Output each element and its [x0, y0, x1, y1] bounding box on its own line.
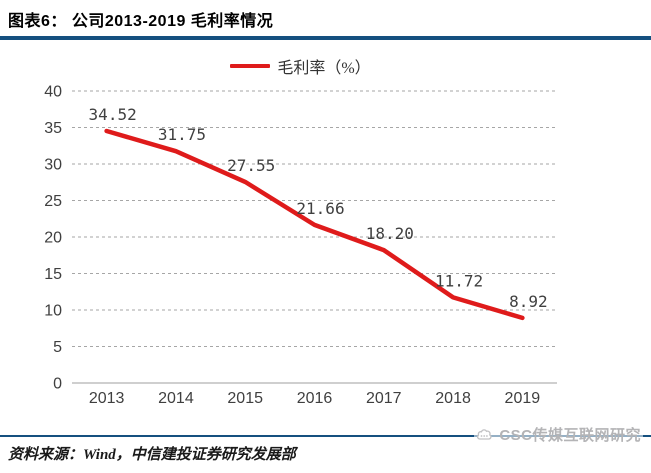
- csc-logo-icon: [477, 429, 492, 440]
- y-tick-label: 20: [44, 229, 62, 246]
- x-tick-label: 2016: [297, 390, 333, 407]
- series-line-gross-margin: [104, 128, 525, 320]
- legend-label: 毛利率（%）: [277, 59, 371, 77]
- x-tick-label: 2017: [366, 390, 402, 407]
- data-label: 34.52: [89, 105, 137, 124]
- y-tick-label: 30: [44, 156, 62, 173]
- chart-legend: 毛利率（%）: [0, 56, 626, 77]
- y-tick-label: 15: [44, 266, 62, 283]
- data-label: 8.92: [509, 291, 548, 310]
- figure-title: 图表6： 公司2013-2019 毛利率情况: [8, 13, 274, 30]
- y-tick-label: 0: [53, 375, 62, 392]
- data-label: 18.20: [366, 224, 414, 243]
- y-tick-label: 25: [44, 193, 62, 210]
- y-axis-labels: 0 5 10 15 20 25 30 35 40: [44, 83, 62, 392]
- gross-margin-line-chart: 0 5 10 15 20 25 30 35 40 2013 2014 2015 2016 2017 2018…: [44, 83, 557, 407]
- footer-divider: [0, 434, 651, 437]
- data-label: 21.66: [296, 198, 344, 217]
- watermark-text: CSC传媒互联网研究: [499, 426, 641, 444]
- title-divider: [0, 36, 651, 40]
- watermark: CSC传媒互联网研究: [474, 423, 643, 445]
- y-tick-label: 5: [53, 339, 62, 356]
- data-label: 27.55: [227, 155, 275, 174]
- y-tick-label: 10: [44, 302, 62, 319]
- y-tick-label: 40: [44, 83, 62, 100]
- x-axis-labels: 2013 2014 2015 2016 2017 2018 2019: [89, 390, 540, 407]
- data-label: 31.75: [158, 125, 206, 144]
- x-tick-label: 2018: [435, 390, 471, 407]
- y-tick-label: 35: [44, 120, 62, 137]
- gridlines: [72, 90, 557, 384]
- source-note: 资料来源：Wind，中信建投证券研究发展部: [8, 447, 296, 463]
- data-labels: 34.52 31.75 27.55 21.66 18.20 11.72 8.92: [89, 105, 548, 311]
- x-tick-label: 2014: [158, 390, 194, 407]
- x-tick-label: 2015: [227, 390, 263, 407]
- data-label: 11.72: [435, 271, 483, 290]
- legend-line-swatch: [230, 63, 271, 68]
- figure-footer: CSC传媒互联网研究 资料来源：Wind，中信建投证券研究发展部: [0, 423, 651, 465]
- x-tick-label: 2013: [89, 390, 125, 407]
- x-tick-label: 2019: [505, 390, 541, 407]
